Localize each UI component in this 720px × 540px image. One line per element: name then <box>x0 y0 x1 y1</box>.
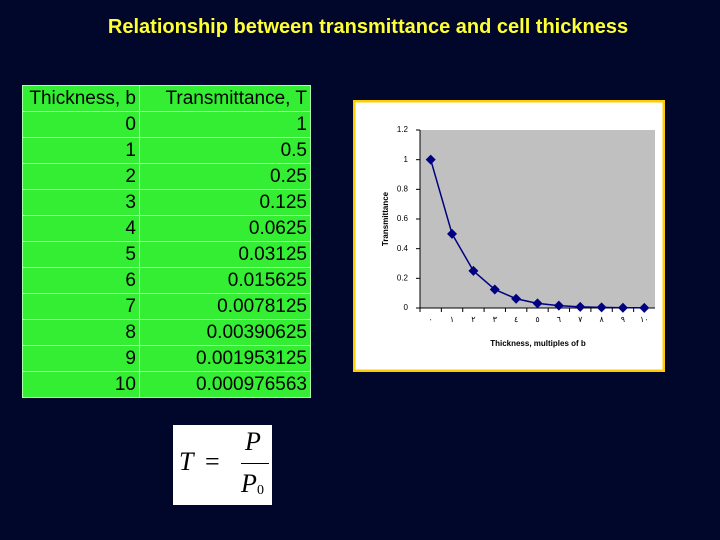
data-point <box>489 284 500 295</box>
plot-area <box>420 130 655 308</box>
y-tick-label: 0.2 <box>397 273 409 282</box>
y-tick-label: 0.4 <box>397 244 409 253</box>
table-row: 1 0.5 <box>22 137 311 164</box>
table-cell: 0.000976563 <box>139 371 311 398</box>
table-row: 8 0.00390625 <box>22 319 311 346</box>
data-point <box>617 302 628 313</box>
x-tick-label: ٦ <box>557 315 561 324</box>
x-tick-label: ٢ <box>471 315 475 324</box>
table-cell: 9 <box>22 345 140 372</box>
y-tick-label: 0 <box>404 303 409 312</box>
table-cell: 0.125 <box>139 189 311 216</box>
table-cell: 6 <box>22 267 140 294</box>
data-point <box>468 265 479 276</box>
y-tick-label: 1.2 <box>397 125 409 134</box>
table-cell: 7 <box>22 293 140 320</box>
x-tick-label: ٥ <box>535 315 539 324</box>
table-cell: 0.0078125 <box>139 293 311 320</box>
data-point <box>425 154 436 165</box>
table-cell: Transmittance, T <box>139 85 311 112</box>
formula-subscript: 0 <box>257 483 264 498</box>
table-row: 10 0.000976563 <box>22 371 311 398</box>
x-tick-label: ٤ <box>514 315 518 324</box>
table-cell: 10 <box>22 371 140 398</box>
table-row: 9 0.001953125 <box>22 345 311 372</box>
data-point <box>532 298 543 309</box>
table-cell: 5 <box>22 241 140 268</box>
table-cell: 1 <box>22 137 140 164</box>
formula-lhs: T <box>179 447 194 476</box>
table-row: 6 0.015625 <box>22 267 311 294</box>
data-point <box>447 228 458 239</box>
fraction-bar <box>241 463 269 464</box>
y-tick-label: 0.8 <box>397 184 409 193</box>
table-cell: 0 <box>22 111 140 138</box>
x-tick-label: ٣ <box>493 315 498 324</box>
table-cell: 0.03125 <box>139 241 311 268</box>
table-cell: 3 <box>22 189 140 216</box>
x-tick-label: ٠ <box>429 315 433 324</box>
table-cell: Thickness, b <box>22 85 140 112</box>
table-cell: 2 <box>22 163 140 190</box>
table-cell: 1 <box>139 111 311 138</box>
table-row: 5 0.03125 <box>22 241 311 268</box>
table-cell: 0.00390625 <box>139 319 311 346</box>
y-tick-label: 1 <box>404 155 409 164</box>
table-header: Thickness, b Transmittance, T <box>22 85 311 112</box>
x-tick-label: ١ <box>450 315 454 324</box>
table-row: 3 0.125 <box>22 189 311 216</box>
table-cell: 0.0625 <box>139 215 311 242</box>
table-row: 2 0.25 <box>22 163 311 190</box>
table-cell: 8 <box>22 319 140 346</box>
table-cell: 0.001953125 <box>139 345 311 372</box>
x-tick-label: ٧ <box>578 315 583 324</box>
table-row: 4 0.0625 <box>22 215 311 242</box>
data-table: Thickness, b Transmittance, T 0 1 1 0.5 2 0.25 3… <box>22 85 311 398</box>
table-row: 7 0.0078125 <box>22 293 311 320</box>
x-tick-label: ٨ <box>599 315 604 324</box>
data-point <box>511 293 522 304</box>
x-axis-label: Thickness, multiples of b <box>490 339 586 348</box>
x-tick-label: ١٠ <box>640 315 649 324</box>
formula: T = P P 0 <box>173 425 272 505</box>
formula-equals: = <box>205 447 220 476</box>
table-cell: 0.5 <box>139 137 311 164</box>
slide-title: Relationship between transmittance and c… <box>107 16 629 38</box>
data-point <box>553 300 564 311</box>
formula-numerator: P <box>245 427 261 456</box>
chart: Transmittance Thickness, multiples of b … <box>353 100 665 372</box>
data-point <box>596 302 607 313</box>
table-cell: 0.015625 <box>139 267 311 294</box>
x-tick-label: ٩ <box>621 315 625 324</box>
data-point <box>575 301 586 312</box>
y-tick-label: 0.6 <box>397 214 409 223</box>
y-axis-label: Transmittance <box>381 191 390 246</box>
data-point <box>639 302 650 313</box>
table-cell: 4 <box>22 215 140 242</box>
table-cell: 0.25 <box>139 163 311 190</box>
formula-denominator: P <box>241 469 257 498</box>
